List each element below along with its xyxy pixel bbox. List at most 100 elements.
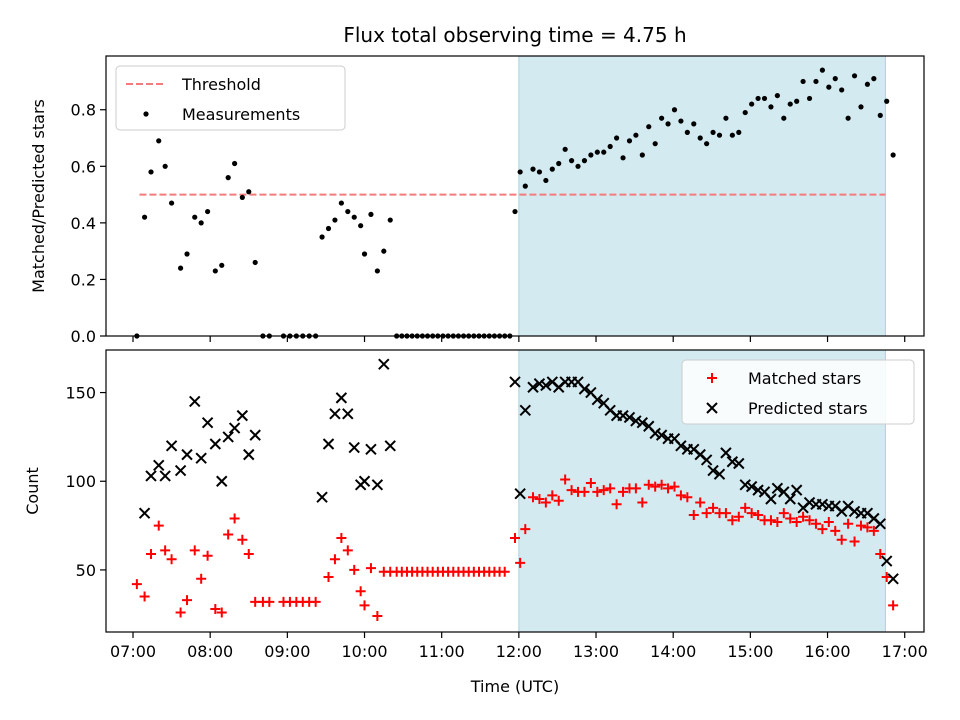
matched-stars-point (669, 481, 680, 492)
predicted-stars-point (655, 429, 668, 441)
matched-stars-point (540, 497, 551, 508)
matched-stars-point (637, 497, 648, 508)
predicted-stars-point (848, 505, 861, 518)
measurements-point (704, 141, 710, 147)
measurements-point (813, 78, 819, 85)
predicted-stars-point (378, 358, 390, 370)
measurements-point (729, 132, 735, 138)
matched-stars-point (189, 545, 200, 556)
observing-window-shade (518, 56, 886, 336)
y-tick-label: 0.0 (71, 327, 96, 346)
matched-stars-point (823, 517, 834, 528)
measurements-point (781, 115, 787, 121)
x-tick-label: 09:00 (264, 642, 310, 661)
matched-stars-point (843, 518, 854, 529)
measurements-point (691, 121, 697, 127)
predicted-stars-point (700, 454, 713, 466)
x-tick-label: 15:00 (727, 642, 773, 661)
y-tick-label: 100 (65, 472, 96, 491)
measurements-point (858, 104, 864, 110)
matched-stars-point (643, 479, 654, 490)
matched-stars-point (528, 492, 539, 503)
predicted-stars-point (159, 470, 171, 482)
measurements-point (755, 95, 761, 102)
measurements-point (252, 259, 258, 266)
predicted-stars-point (591, 393, 604, 406)
legend-label: Predicted stars (748, 399, 868, 418)
predicted-stars-point (509, 376, 521, 388)
measurements-point (684, 129, 690, 135)
matched-stars-point (688, 509, 699, 520)
matched-stars-point (355, 586, 366, 597)
measurements-point (749, 101, 755, 107)
measurements-point (351, 214, 357, 220)
matched-stars-point (611, 499, 622, 510)
matched-stars-point (855, 520, 866, 531)
matched-stars-point (746, 508, 757, 519)
legend-box (115, 65, 346, 131)
matched-stars-point (605, 483, 616, 494)
measurements-point (530, 166, 536, 172)
matched-stars-point (695, 497, 706, 508)
measurements-point (568, 158, 575, 164)
measurements-point (871, 76, 877, 82)
matched-stars-point (598, 485, 609, 496)
measurements-point (736, 129, 742, 135)
predicted-stars-point (365, 443, 377, 456)
predicted-stars-point (201, 417, 214, 429)
x-tick-label: 17:00 (882, 642, 928, 661)
matched-stars-point (210, 603, 221, 614)
x-tick-label: 14:00 (650, 642, 696, 661)
x-tick-label: 16:00 (804, 642, 850, 661)
matched-stars-point (515, 557, 526, 568)
matched-stars-point (160, 545, 171, 556)
measurements-point (607, 143, 613, 150)
measurements-point (723, 115, 729, 121)
x-tick-label: 12:00 (496, 642, 542, 661)
matched-stars-point (146, 548, 157, 559)
matched-stars-point (656, 479, 667, 490)
predicted-stars-point (745, 480, 758, 493)
x-tick-label: 13:00 (573, 642, 619, 661)
measurements-point (594, 149, 600, 155)
predicted-stars-point (771, 482, 784, 495)
y-tick-label: 0.8 (71, 101, 96, 120)
x-tick-label: 10:00 (341, 642, 387, 661)
predicted-stars-point (222, 431, 234, 443)
measurements-point (162, 163, 168, 169)
measurements-point (601, 149, 607, 155)
matched-stars-point (359, 600, 370, 611)
measurements-point (806, 95, 813, 102)
predicted-stars-point (874, 518, 886, 530)
predicted-stars-point (216, 475, 228, 487)
measurements-point (156, 138, 162, 144)
measurements-point (522, 183, 528, 189)
matched-stars-point (216, 607, 227, 618)
matched-stars-point (237, 534, 248, 545)
matched-stars-point (499, 566, 510, 577)
predicted-stars-point (358, 475, 371, 487)
measurements-point (345, 208, 351, 215)
matched-stars-point (733, 511, 744, 522)
measurements-point (239, 194, 245, 201)
matched-stars-point (630, 483, 641, 494)
legend-marker-predicted (706, 402, 718, 414)
predicted-stars-point (649, 427, 661, 440)
predicted-stars-point (636, 417, 649, 429)
predicted-stars-point (335, 392, 348, 404)
predicted-stars-point (726, 456, 739, 468)
measurements-point (761, 95, 768, 102)
legend-label: Measurements (182, 105, 300, 124)
predicted-stars-point (784, 493, 796, 505)
matched-stars-point (139, 591, 150, 602)
predicted-stars-point (713, 468, 726, 480)
measurements-point (639, 152, 645, 158)
matched-stars-point (342, 545, 353, 556)
matched-stars-point (765, 515, 776, 526)
matched-stars-point (849, 536, 860, 547)
predicted-stars-point (145, 470, 157, 482)
predicted-stars-point (329, 408, 341, 420)
predicted-stars-point (707, 464, 719, 477)
predicted-stars-point (195, 452, 207, 464)
